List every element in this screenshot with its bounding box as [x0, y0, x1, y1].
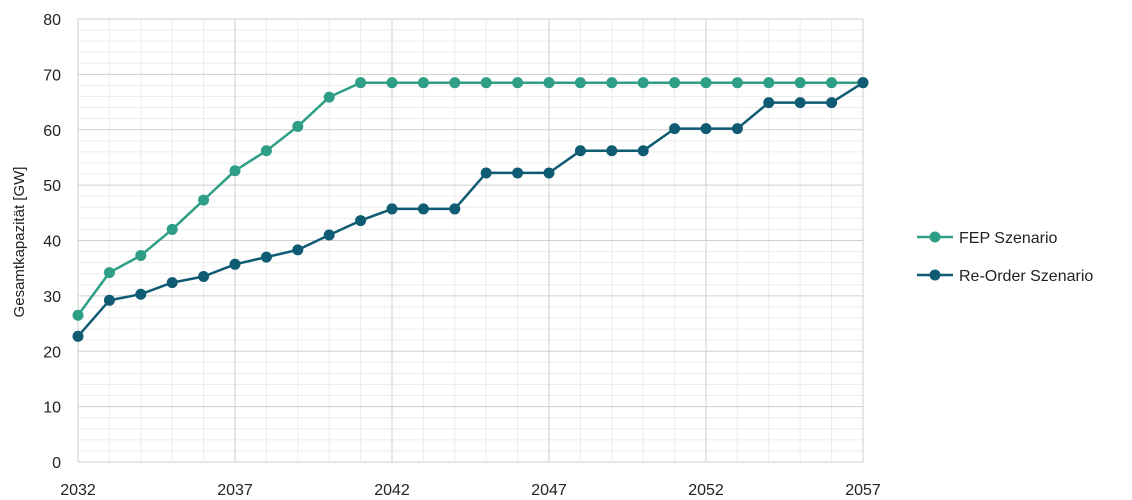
data-point [763, 97, 775, 109]
data-point [72, 309, 84, 321]
data-point [292, 120, 304, 132]
series-1 [72, 77, 869, 321]
data-point [355, 215, 367, 227]
series-layer [72, 77, 869, 342]
data-point [449, 203, 461, 215]
x-tick-label: 2057 [845, 482, 881, 499]
major-gridlines [77, 18, 864, 463]
legend-marker [929, 269, 941, 281]
data-point [763, 77, 775, 89]
data-point [700, 123, 712, 135]
series-line [76, 81, 863, 317]
data-point [574, 77, 586, 89]
data-point [260, 251, 272, 263]
data-point [731, 77, 743, 89]
x-tick-label: 2047 [531, 482, 567, 499]
data-point [103, 267, 115, 279]
data-point [166, 223, 178, 235]
data-point [731, 123, 743, 135]
data-point [543, 77, 555, 89]
minor-gridlines [78, 19, 863, 462]
data-point [229, 258, 241, 270]
data-point [637, 145, 649, 157]
y-tick-label: 50 [43, 178, 61, 195]
legend-marker [929, 231, 941, 243]
series-line [77, 81, 864, 338]
series-2 [72, 77, 869, 342]
data-point [449, 77, 461, 89]
data-point [826, 77, 838, 89]
data-point [606, 77, 618, 89]
data-point [669, 77, 681, 89]
data-point [857, 77, 869, 89]
data-point [135, 288, 147, 300]
x-tick-label: 2052 [688, 482, 724, 499]
data-point [355, 77, 367, 89]
y-tick-label: 0 [52, 455, 61, 472]
legend-item: Re-Order Szenario [917, 268, 1093, 285]
data-point [574, 145, 586, 157]
y-tick-label: 30 [43, 289, 61, 306]
data-point [794, 77, 806, 89]
data-point [417, 77, 429, 89]
data-point [103, 294, 115, 306]
data-point [417, 203, 429, 215]
data-point [260, 145, 272, 157]
y-tick-label: 80 [43, 12, 61, 29]
data-point [637, 77, 649, 89]
x-tick-label: 2042 [374, 482, 410, 499]
data-point [669, 123, 681, 135]
data-point [512, 77, 524, 89]
data-point [700, 77, 712, 89]
data-point [229, 165, 241, 177]
data-point [386, 203, 398, 215]
data-point [198, 194, 210, 206]
data-point [292, 244, 304, 256]
y-tick-label: 20 [43, 344, 61, 361]
legend-item: FEP Szenario [917, 230, 1058, 247]
data-point [135, 249, 147, 261]
x-tick-label: 2037 [217, 482, 253, 499]
data-point [386, 77, 398, 89]
data-point [606, 145, 618, 157]
data-point [543, 167, 555, 179]
data-point [794, 97, 806, 109]
x-axis-ticks: 2032 2037 2042 2047 2052 2057 [60, 482, 881, 499]
data-point [826, 97, 838, 109]
legend: FEP Szenario Re-Order Szenario [917, 230, 1093, 285]
y-tick-label: 40 [43, 234, 61, 251]
data-point [512, 167, 524, 179]
legend-label: Re-Order Szenario [959, 268, 1093, 285]
y-axis-label: Gesamtkapazität [GW] [11, 167, 28, 318]
data-point [480, 167, 492, 179]
data-point [323, 229, 335, 241]
data-point [198, 270, 210, 282]
y-tick-label: 70 [43, 67, 61, 84]
y-tick-label: 10 [43, 400, 61, 417]
data-point [323, 91, 335, 103]
legend-label: FEP Szenario [959, 230, 1058, 247]
data-point [166, 277, 178, 289]
data-point [480, 77, 492, 89]
x-tick-label: 2032 [60, 482, 96, 499]
y-axis-ticks: 0 10 20 30 40 50 60 70 80 [43, 12, 61, 472]
data-point [72, 330, 84, 342]
y-tick-label: 60 [43, 123, 61, 140]
